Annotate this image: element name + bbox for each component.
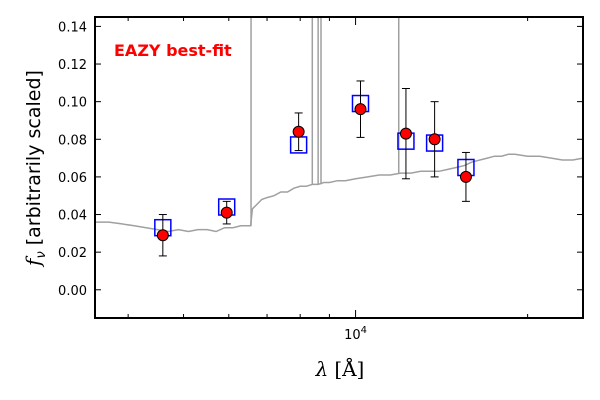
y-tick-label: 0.06 bbox=[58, 171, 87, 186]
y-tick-label: 0.02 bbox=[58, 246, 87, 261]
axes-frame bbox=[94, 16, 584, 319]
y-tick-label: 0.08 bbox=[58, 133, 87, 148]
observed-data-point bbox=[428, 133, 441, 146]
observed-data-point bbox=[354, 103, 367, 116]
y-axis-title: fν[arbitrarily scaled] bbox=[21, 70, 49, 268]
y-tick-label: 0.04 bbox=[58, 209, 87, 224]
observed-data-point bbox=[156, 229, 169, 242]
y-tick-label: 0.14 bbox=[58, 20, 87, 35]
observed-data-point bbox=[292, 125, 305, 138]
x-axis-symbol: λ bbox=[315, 357, 329, 381]
x-axis-title: λ [Å] bbox=[315, 356, 365, 381]
x-axis-unit: [Å] bbox=[334, 356, 364, 381]
x-tick-label: 104 bbox=[344, 325, 367, 343]
y-axis-subscript: ν bbox=[34, 251, 49, 258]
observed-data-point bbox=[459, 170, 472, 183]
annotation-label: EAZY best-fit bbox=[114, 41, 232, 60]
y-tick-label: 0.10 bbox=[58, 96, 87, 111]
y-axis-text: [arbitrarily scaled] bbox=[23, 70, 45, 245]
observed-data-point bbox=[399, 127, 412, 140]
axis-ticks: 0.00 0.02 0.04 0.06 0.08 0.10 0.12 0.14 104 bbox=[58, 17, 583, 343]
observed-data-point bbox=[220, 206, 233, 219]
y-tick-label: 0.00 bbox=[58, 284, 87, 299]
plot-area bbox=[95, 17, 584, 257]
y-tick-label: 0.12 bbox=[58, 58, 87, 73]
svg-text:fν[arbitrarily scaled]: fν[arbitrarily scaled] bbox=[21, 70, 49, 268]
